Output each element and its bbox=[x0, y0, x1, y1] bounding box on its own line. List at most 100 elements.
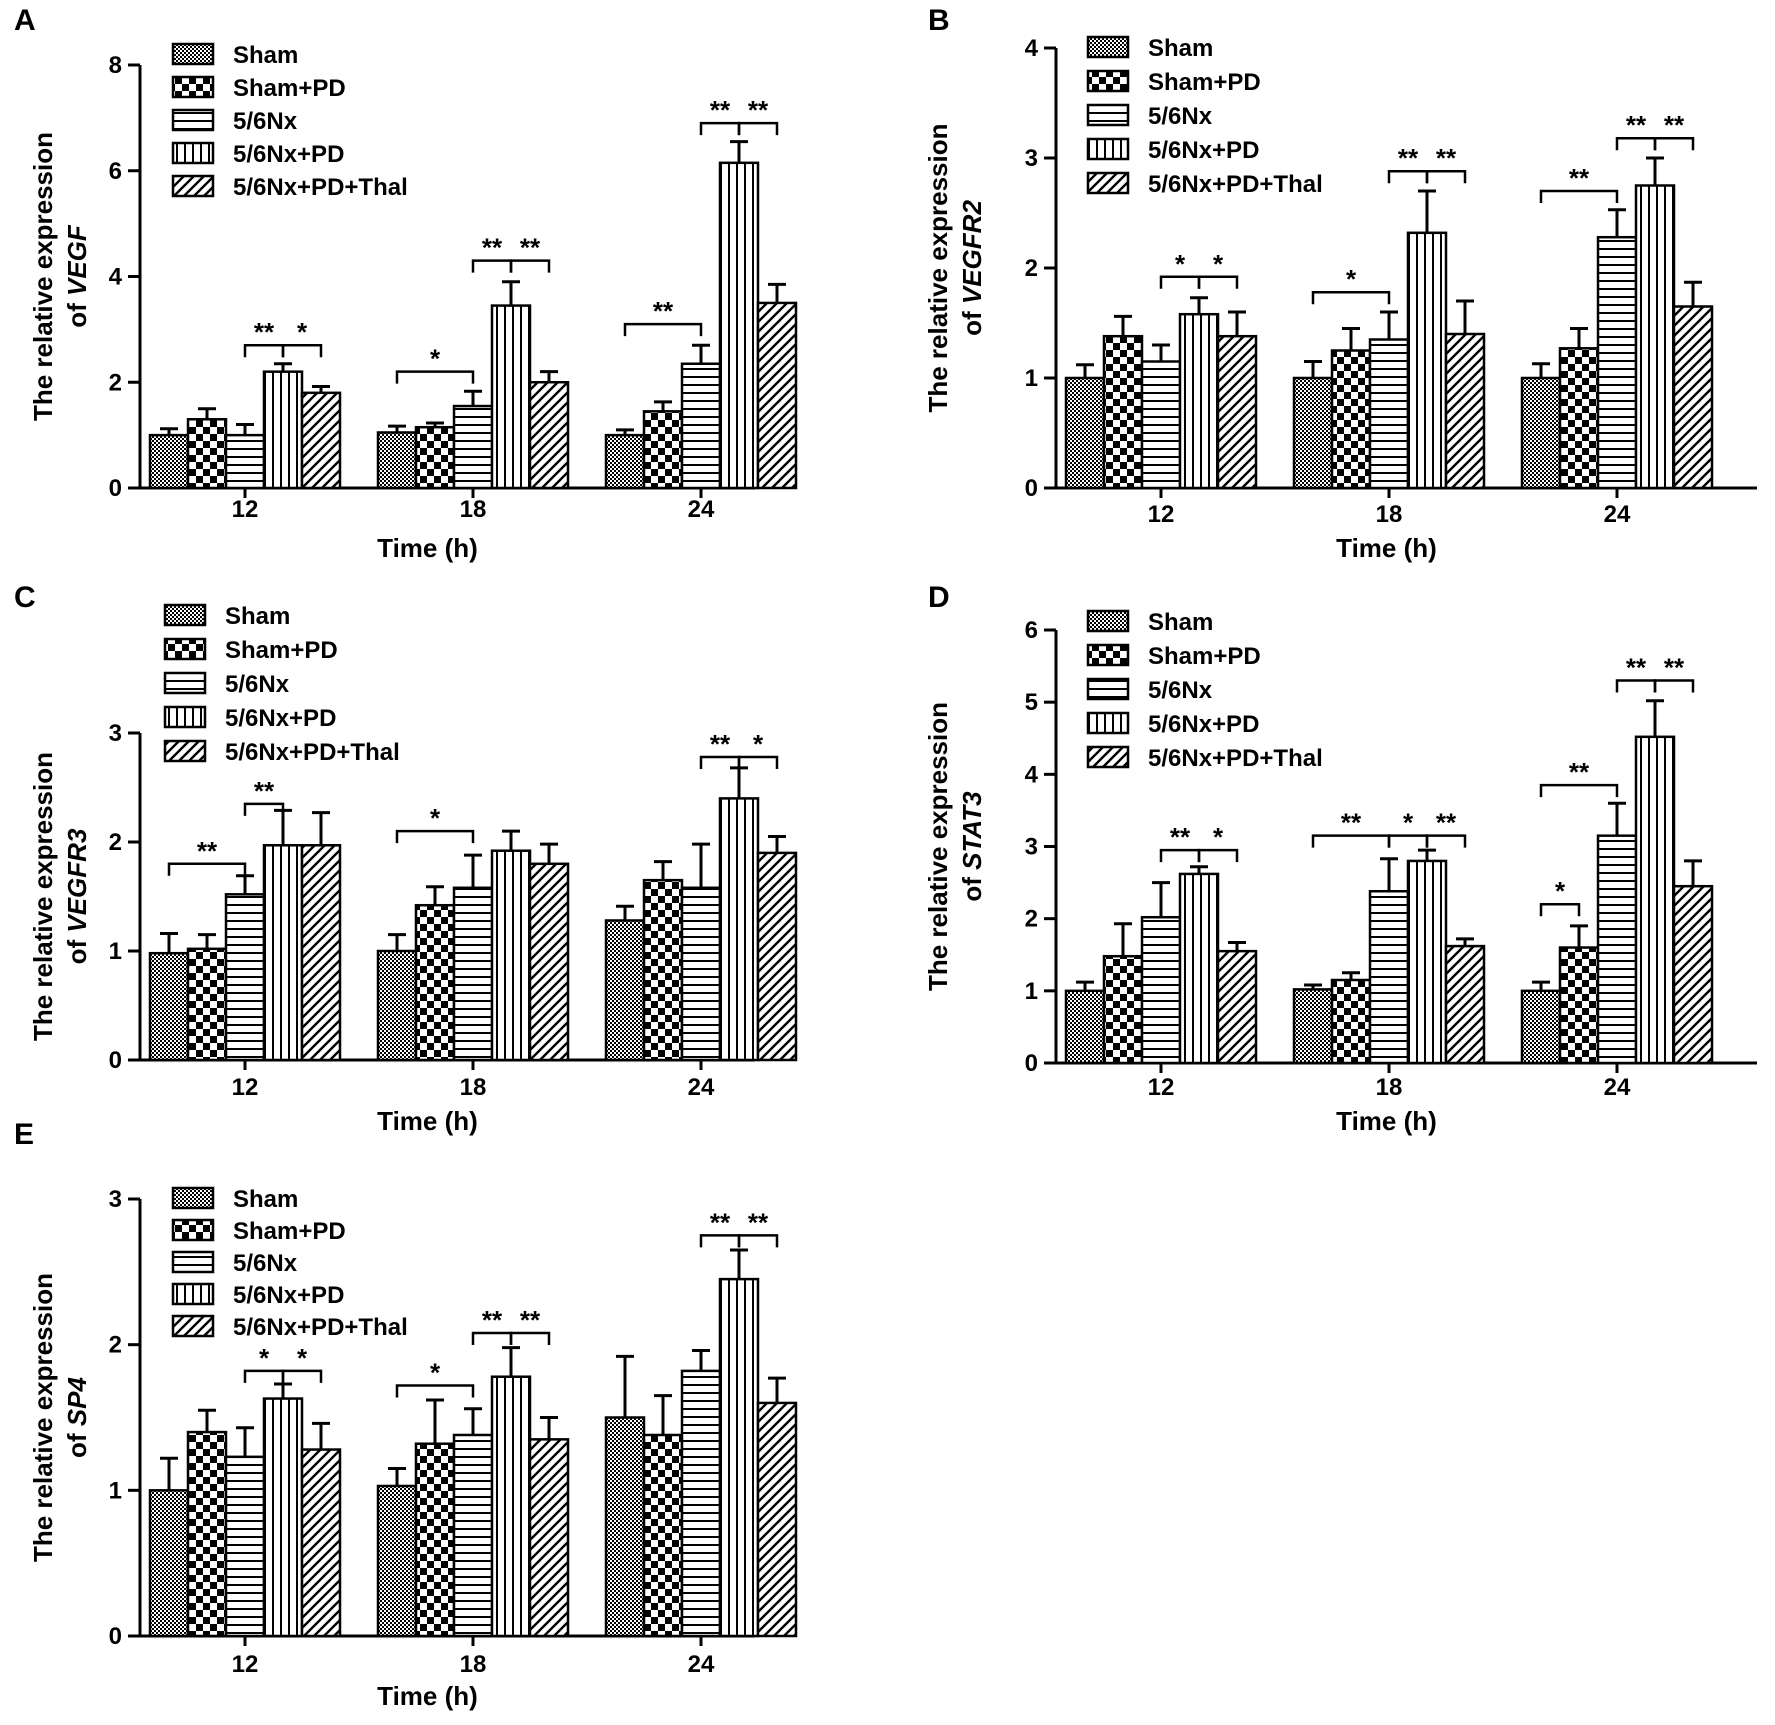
y-tick-label: 8 bbox=[109, 52, 122, 79]
legend-label: 5/6Nx bbox=[1148, 103, 1213, 130]
bar bbox=[1558, 946, 1600, 1065]
y-tick-label: 4 bbox=[1025, 35, 1039, 62]
significance-label: ** bbox=[197, 836, 218, 866]
bar bbox=[186, 418, 228, 490]
significance-label: ** bbox=[254, 317, 275, 347]
y-axis-label: The relative expression bbox=[28, 132, 58, 421]
legend-swatch bbox=[1086, 643, 1130, 667]
legend-label: Sham bbox=[1148, 609, 1213, 636]
significance-bracket bbox=[1539, 902, 1581, 917]
bar bbox=[756, 301, 798, 490]
bar bbox=[452, 886, 494, 1062]
x-tick-label: 12 bbox=[232, 496, 259, 523]
bar bbox=[1596, 834, 1638, 1065]
significance-label: ** bbox=[520, 1305, 541, 1335]
legend-swatch bbox=[171, 108, 215, 132]
legend-swatch bbox=[171, 75, 215, 99]
significance-bracket bbox=[1539, 783, 1619, 798]
x-axis-label: Time (h) bbox=[377, 533, 478, 563]
y-axis-label: The relative expression bbox=[28, 1273, 58, 1562]
y-tick-label: 2 bbox=[109, 829, 122, 856]
bar bbox=[262, 844, 304, 1062]
legend-label: 5/6Nx+PD bbox=[1148, 711, 1259, 738]
y-tick-label: 2 bbox=[1025, 906, 1038, 933]
bar bbox=[224, 433, 266, 490]
bar bbox=[1064, 376, 1106, 490]
bar bbox=[718, 1277, 760, 1638]
y-tick-label: 0 bbox=[1025, 1050, 1038, 1077]
bar bbox=[1330, 978, 1372, 1065]
legend-swatch bbox=[1086, 609, 1130, 633]
significance-label: ** bbox=[482, 233, 503, 263]
bar bbox=[1672, 305, 1714, 490]
significance-label: * bbox=[430, 1357, 441, 1387]
bar bbox=[528, 381, 570, 490]
bar bbox=[1368, 338, 1410, 490]
bar bbox=[1140, 360, 1182, 490]
y-tick-label: 5 bbox=[1025, 689, 1038, 716]
significance-label: * bbox=[1403, 808, 1414, 838]
x-tick-label: 24 bbox=[1604, 1074, 1631, 1101]
bar bbox=[376, 431, 418, 490]
bar bbox=[186, 947, 228, 1062]
significance-label: ** bbox=[1341, 808, 1362, 838]
x-tick-label: 18 bbox=[460, 1074, 487, 1101]
significance-bracket bbox=[167, 862, 247, 876]
panel-label: B bbox=[928, 4, 950, 37]
legend-swatch bbox=[163, 603, 207, 627]
y-tick-label: 0 bbox=[1025, 475, 1038, 502]
bar bbox=[604, 433, 646, 490]
significance-label: * bbox=[1175, 249, 1186, 279]
bar bbox=[718, 161, 760, 490]
significance-label: * bbox=[1555, 876, 1566, 906]
significance-bracket bbox=[395, 370, 475, 384]
x-tick-label: 12 bbox=[1148, 501, 1175, 528]
bar bbox=[1102, 954, 1144, 1065]
y-axis-label-gene: of SP4 bbox=[62, 1377, 92, 1458]
legend-label: 5/6Nx+PD+Thal bbox=[1148, 745, 1323, 772]
bar bbox=[1634, 735, 1676, 1065]
legend-label: 5/6Nx bbox=[1148, 677, 1213, 704]
panel-label: D bbox=[928, 581, 950, 614]
bar bbox=[642, 410, 684, 490]
y-tick-label: 3 bbox=[109, 1186, 122, 1213]
bar bbox=[1672, 884, 1714, 1065]
bar bbox=[604, 1416, 646, 1638]
y-axis-label: The relative expression bbox=[28, 752, 58, 1041]
significance-bracket bbox=[509, 259, 551, 273]
significance-bracket bbox=[1653, 136, 1695, 151]
significance-bracket bbox=[1311, 290, 1391, 305]
bar bbox=[376, 1484, 418, 1638]
bar bbox=[1558, 347, 1600, 490]
significance-label: ** bbox=[1170, 822, 1191, 852]
significance-label: ** bbox=[482, 1305, 503, 1335]
significance-bracket bbox=[395, 829, 475, 844]
bar bbox=[1634, 184, 1676, 490]
significance-label: ** bbox=[1626, 110, 1647, 140]
y-tick-label: 2 bbox=[109, 1332, 122, 1359]
significance-bracket bbox=[737, 121, 779, 136]
significance-label: * bbox=[297, 317, 308, 347]
panel-label: A bbox=[14, 4, 36, 37]
x-tick-label: 18 bbox=[460, 496, 487, 523]
bar bbox=[490, 1375, 532, 1638]
legend-label: Sham bbox=[1148, 35, 1213, 62]
bar bbox=[148, 1489, 190, 1638]
x-axis-label: Time (h) bbox=[377, 1106, 478, 1136]
bar bbox=[1406, 859, 1448, 1065]
significance-label: ** bbox=[1664, 110, 1685, 140]
bar bbox=[680, 362, 722, 490]
legend-label: Sham+PD bbox=[1148, 69, 1261, 96]
y-tick-label: 0 bbox=[109, 475, 122, 502]
legend-label: Sham bbox=[233, 1186, 298, 1213]
bar bbox=[642, 1433, 684, 1638]
legend-swatch bbox=[1086, 171, 1130, 195]
significance-label: ** bbox=[710, 1207, 731, 1237]
x-tick-label: 18 bbox=[1376, 1074, 1403, 1101]
bar bbox=[1216, 949, 1258, 1065]
legend-label: 5/6Nx bbox=[233, 1250, 298, 1277]
legend-label: Sham+PD bbox=[233, 75, 346, 102]
legend-label: 5/6Nx+PD bbox=[233, 141, 344, 168]
legend-label: 5/6Nx+PD+Thal bbox=[225, 739, 400, 766]
